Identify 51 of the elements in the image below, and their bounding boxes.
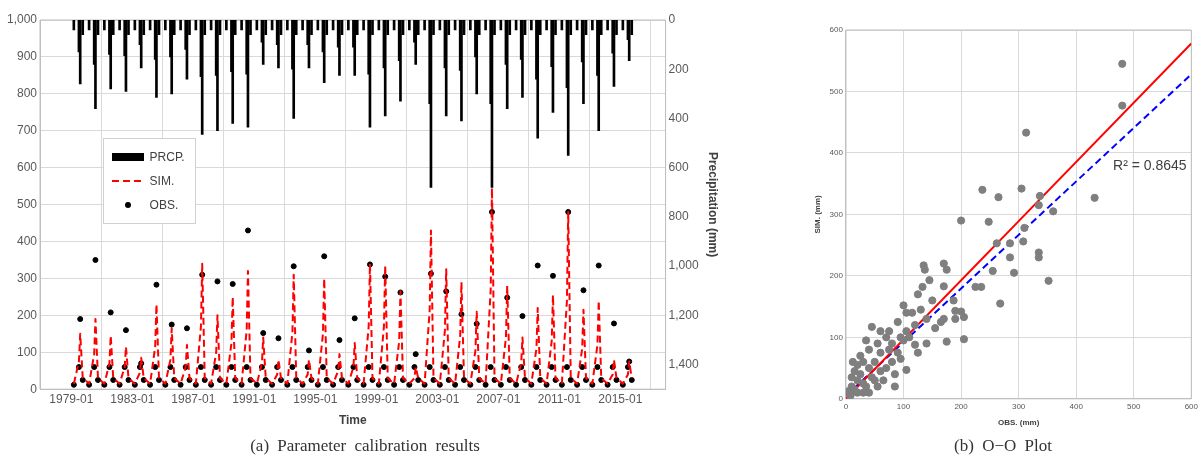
y-tick-label: 1,000	[7, 12, 38, 27]
legend-label: PRCP.	[149, 150, 185, 165]
x-tick-label: 200	[954, 401, 969, 411]
x-tick-label: 1987-01	[171, 391, 216, 406]
y-tick-label: 200	[17, 307, 38, 322]
x-tick-label: 600	[1184, 401, 1199, 411]
x-axis-title: OBS. (mm)	[997, 418, 1040, 428]
y-tick-label: 400	[829, 148, 844, 158]
x-tick-label: 1999-01	[354, 391, 399, 406]
y-tick-label: 500	[829, 86, 844, 96]
y-tick-label: 100	[17, 344, 38, 359]
y2-tick-label: 1,000	[668, 258, 699, 273]
y-tick-label: 500	[17, 196, 38, 211]
x-axis-title: Time	[338, 413, 368, 428]
y2-tick-label: 400	[668, 110, 689, 125]
text: (b) O−O Plot	[953, 436, 1053, 456]
annotation: R² = 0.8645	[1113, 157, 1187, 174]
legend-label: SIM.	[149, 174, 175, 189]
x-tick-label: 2007-01	[476, 391, 521, 406]
x-tick-label: 300	[1011, 401, 1026, 411]
y-tick-label: 0	[30, 381, 38, 396]
y-tick-label: 800	[17, 86, 38, 101]
y-tick-label: 300	[829, 209, 844, 219]
x-tick-label: 2015-01	[598, 391, 643, 406]
text: (a) Parameter calibration results	[249, 436, 481, 456]
x-tick-label: 400	[1069, 401, 1084, 411]
y2-tick-label: 600	[668, 159, 689, 174]
y-tick-label: 600	[829, 25, 844, 35]
x-tick-label: 500	[1127, 401, 1141, 411]
y2-tick-label: 1,400	[668, 356, 699, 371]
x-tick-label: 100	[896, 401, 911, 411]
y-tick-label: 400	[17, 233, 38, 248]
y-tick-label: 900	[17, 49, 38, 64]
y-axis-title: SIM. (mm)	[813, 194, 822, 234]
x-tick-label: 1995-01	[293, 391, 338, 406]
y2-tick-label: 1,200	[668, 307, 699, 322]
y-tick-label: 200	[829, 271, 844, 281]
x-tick-label: 2011-01	[537, 391, 582, 406]
y2-tick-label: 200	[668, 61, 689, 76]
y2-tick-label: 800	[668, 209, 689, 224]
x-tick-label: 1979-01	[49, 391, 94, 406]
y2-tick-label: 0	[668, 12, 676, 27]
legend-label: OBS.	[149, 198, 179, 213]
y-tick-label: 700	[17, 123, 38, 138]
x-tick-label: 1991-01	[232, 391, 277, 406]
y-tick-label: 300	[17, 270, 38, 285]
y-tick-label: 600	[17, 159, 38, 174]
y-tick-label: 100	[829, 332, 844, 342]
y2-axis-title: Precipitation (mm)	[706, 151, 721, 258]
x-tick-label: 2003-01	[415, 391, 460, 406]
x-tick-label: 1983-01	[110, 391, 155, 406]
